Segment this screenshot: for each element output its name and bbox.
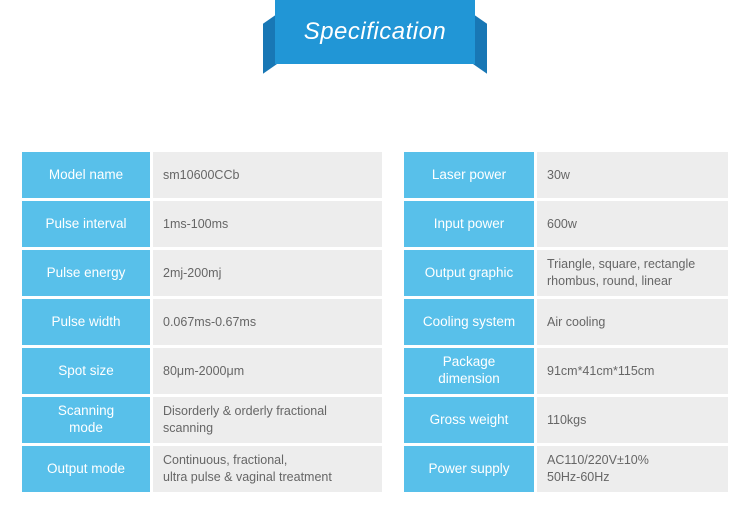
table-row: Output mode Continuous, fractional,ultra… (22, 446, 382, 492)
spec-label: Power supply (404, 446, 534, 492)
spec-value: 80μm-2000μm (153, 348, 382, 394)
table-row: Input power 600w (404, 201, 728, 247)
table-row: Packagedimension 91cm*41cm*115cm (404, 348, 728, 394)
spec-value: 0.067ms-0.67ms (153, 299, 382, 345)
table-row: Pulse energy 2mj-200mj (22, 250, 382, 296)
spec-label: Pulse interval (22, 201, 150, 247)
spec-label: Gross weight (404, 397, 534, 443)
table-row: Gross weight 110kgs (404, 397, 728, 443)
header-badge: Specification (275, 0, 475, 72)
spec-value: Disorderly & orderly fractional scanning (153, 397, 382, 443)
spec-value: Air cooling (537, 299, 728, 345)
spec-column-right: Laser power 30w Input power 600w Output … (404, 152, 728, 492)
badge-shadow-right (473, 14, 487, 74)
spec-value: 600w (537, 201, 728, 247)
page-title: Specification (304, 18, 447, 46)
spec-label: Packagedimension (404, 348, 534, 394)
spec-column-left: Model name sm10600CCb Pulse interval 1ms… (22, 152, 382, 492)
spec-label: Spot size (22, 348, 150, 394)
spec-label: Laser power (404, 152, 534, 198)
table-row: Model name sm10600CCb (22, 152, 382, 198)
table-row: Cooling system Air cooling (404, 299, 728, 345)
spec-value: Continuous, fractional,ultra pulse & vag… (153, 446, 382, 492)
spec-label: Input power (404, 201, 534, 247)
spec-value: Triangle, square, rectangle rhombus, rou… (537, 250, 728, 296)
table-row: Pulse width 0.067ms-0.67ms (22, 299, 382, 345)
spec-value: 91cm*41cm*115cm (537, 348, 728, 394)
spec-value: 30w (537, 152, 728, 198)
spec-label: Model name (22, 152, 150, 198)
spec-label: Scanningmode (22, 397, 150, 443)
spec-value: 110kgs (537, 397, 728, 443)
spec-value: 1ms-100ms (153, 201, 382, 247)
spec-label: Pulse energy (22, 250, 150, 296)
spec-label: Pulse width (22, 299, 150, 345)
table-row: Output graphic Triangle, square, rectang… (404, 250, 728, 296)
spec-tables: Model name sm10600CCb Pulse interval 1ms… (22, 152, 728, 492)
spec-label: Output mode (22, 446, 150, 492)
table-row: Scanningmode Disorderly & orderly fracti… (22, 397, 382, 443)
table-row: Power supply AC110/220V±10%50Hz-60Hz (404, 446, 728, 492)
spec-label: Output graphic (404, 250, 534, 296)
table-row: Spot size 80μm-2000μm (22, 348, 382, 394)
badge-main: Specification (275, 0, 475, 64)
table-row: Laser power 30w (404, 152, 728, 198)
spec-value: sm10600CCb (153, 152, 382, 198)
spec-value: AC110/220V±10%50Hz-60Hz (537, 446, 728, 492)
spec-label: Cooling system (404, 299, 534, 345)
spec-value: 2mj-200mj (153, 250, 382, 296)
table-row: Pulse interval 1ms-100ms (22, 201, 382, 247)
